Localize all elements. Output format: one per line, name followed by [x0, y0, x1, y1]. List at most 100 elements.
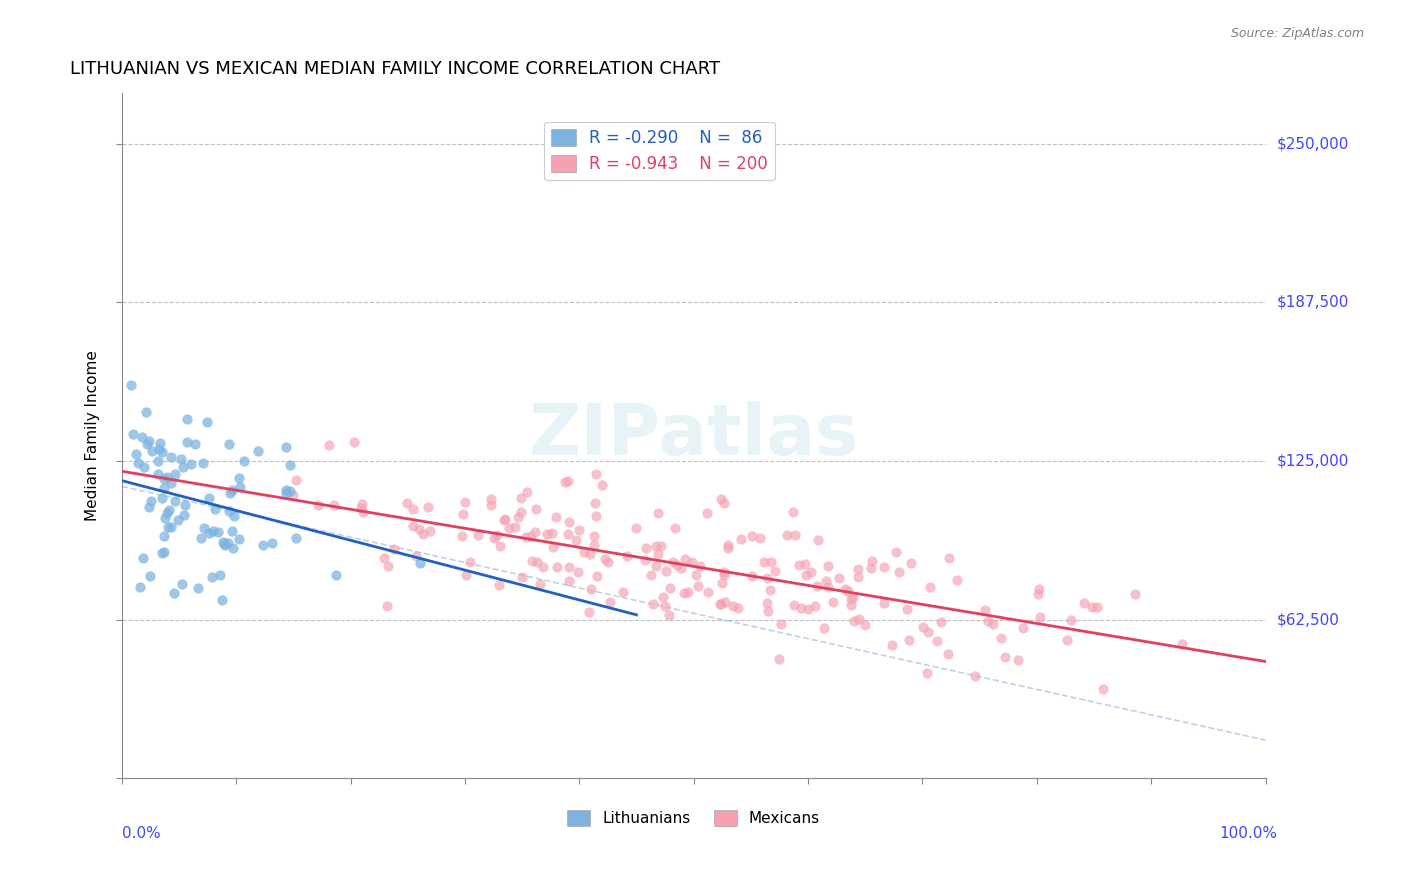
Point: [193, 457, 215, 471]
Point: [586, 568, 609, 582]
Point: [770, 616, 793, 631]
Point: [911, 620, 934, 634]
Point: [219, 485, 242, 500]
Point: [204, 501, 226, 516]
Point: [141, 444, 163, 458]
Point: [160, 475, 183, 490]
Point: [247, 444, 270, 458]
Point: [659, 582, 682, 596]
Point: [557, 527, 579, 541]
Point: [759, 582, 782, 597]
Point: [834, 582, 856, 596]
Point: [658, 607, 681, 622]
Point: [662, 555, 685, 569]
Point: [783, 527, 806, 541]
Point: [212, 535, 235, 549]
Point: [578, 605, 600, 619]
Point: [565, 533, 588, 547]
Point: [120, 377, 142, 392]
Point: [222, 541, 245, 556]
Point: [783, 599, 806, 613]
Point: [685, 568, 707, 582]
Point: [494, 512, 516, 526]
Point: [612, 585, 634, 599]
Point: [974, 603, 997, 617]
Text: $62,500: $62,500: [1277, 612, 1340, 627]
Point: [915, 666, 938, 681]
Point: [485, 528, 508, 542]
Point: [138, 500, 160, 515]
Point: [479, 491, 502, 506]
Point: [624, 521, 647, 535]
Point: [402, 519, 425, 533]
Point: [278, 484, 301, 499]
Text: 0.0%: 0.0%: [122, 826, 160, 841]
Point: [156, 506, 179, 520]
Point: [419, 524, 441, 538]
Point: [787, 558, 810, 572]
Point: [583, 496, 606, 510]
Point: [817, 558, 839, 573]
Point: [214, 537, 236, 551]
Point: [138, 434, 160, 448]
Point: [503, 520, 526, 534]
Point: [252, 538, 274, 552]
Point: [717, 541, 740, 556]
Point: [990, 631, 1012, 645]
Point: [641, 597, 664, 611]
Point: [846, 570, 869, 584]
Point: [675, 552, 697, 566]
Point: [131, 551, 153, 566]
Point: [148, 442, 170, 457]
Point: [125, 447, 148, 461]
Point: [572, 545, 595, 559]
Point: [172, 460, 194, 475]
Point: [201, 524, 224, 538]
Point: [806, 579, 828, 593]
Text: Source: ZipAtlas.com: Source: ZipAtlas.com: [1230, 27, 1364, 40]
Point: [599, 595, 621, 609]
Point: [804, 599, 827, 613]
Point: [416, 500, 439, 515]
Point: [163, 467, 186, 481]
Point: [520, 529, 543, 543]
Point: [652, 591, 675, 605]
Point: [1123, 587, 1146, 601]
Point: [841, 598, 863, 612]
Point: [647, 506, 669, 520]
Point: [157, 503, 180, 517]
Point: [498, 521, 520, 535]
Point: [218, 504, 240, 518]
Point: [842, 590, 865, 604]
Point: [481, 499, 503, 513]
Point: [721, 599, 744, 613]
Point: [458, 555, 481, 569]
Point: [373, 550, 395, 565]
Point: [900, 557, 922, 571]
Point: [644, 539, 666, 553]
Point: [1091, 681, 1114, 696]
Point: [325, 568, 347, 582]
Point: [748, 531, 770, 545]
Point: [157, 520, 180, 534]
Point: [1056, 632, 1078, 647]
Point: [558, 559, 581, 574]
Y-axis label: Median Family Income: Median Family Income: [86, 351, 100, 521]
Point: [645, 559, 668, 574]
Point: [278, 458, 301, 472]
Point: [793, 558, 815, 572]
Point: [544, 509, 567, 524]
Point: [482, 531, 505, 545]
Point: [709, 597, 731, 611]
Point: [488, 578, 510, 592]
Point: [176, 411, 198, 425]
Point: [193, 521, 215, 535]
Point: [150, 445, 173, 459]
Legend: Lithuanians, Mexicans: Lithuanians, Mexicans: [561, 804, 827, 832]
Point: [221, 524, 243, 539]
Point: [284, 531, 307, 545]
Point: [710, 597, 733, 611]
Point: [558, 515, 581, 529]
Point: [526, 502, 548, 516]
Point: [650, 539, 672, 553]
